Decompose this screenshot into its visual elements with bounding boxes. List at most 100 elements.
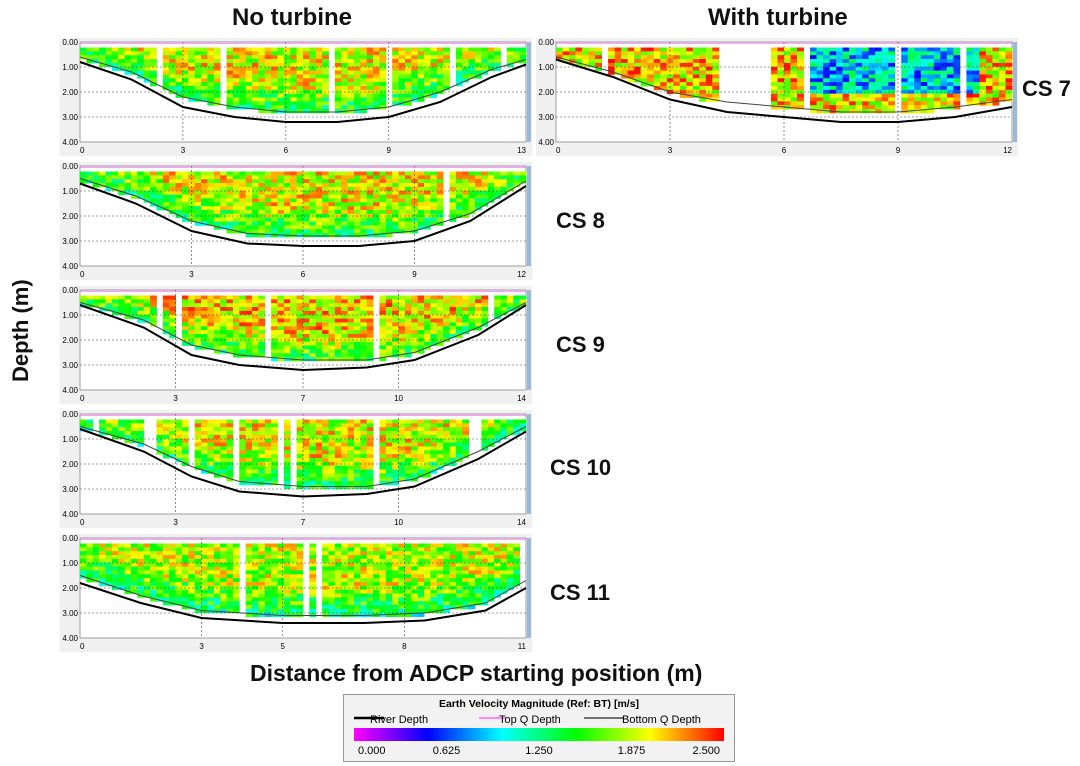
velocity-cell (303, 454, 310, 458)
velocity-cell (258, 218, 265, 222)
velocity-cell (424, 172, 431, 176)
velocity-cell (156, 198, 163, 202)
velocity-cell (348, 299, 355, 303)
velocity-cell (316, 175, 323, 179)
velocity-cell (341, 431, 348, 435)
velocity-cell (966, 51, 973, 55)
velocity-cell (481, 63, 488, 67)
velocity-cell (986, 82, 993, 86)
velocity-cell (207, 567, 214, 571)
velocity-cell (258, 48, 265, 52)
velocity-cell (284, 299, 291, 303)
velocity-cell (392, 63, 399, 67)
velocity-cell (513, 179, 520, 183)
velocity-cell (252, 594, 259, 598)
velocity-cell (297, 609, 304, 613)
velocity-cell (188, 601, 195, 605)
velocity-cell (297, 454, 304, 458)
velocity-cell (150, 172, 157, 176)
velocity-cell (673, 86, 680, 90)
velocity-cell (201, 86, 208, 90)
velocity-cell (462, 59, 469, 63)
velocity-cell (322, 198, 329, 202)
velocity-cell (309, 98, 316, 102)
velocity-cell (481, 431, 488, 435)
velocity-cell (360, 601, 367, 605)
velocity-cell (182, 578, 189, 582)
velocity-cell (214, 597, 221, 601)
velocity-cell (379, 225, 386, 229)
velocity-cell (360, 101, 367, 105)
velocity-cell (195, 431, 202, 435)
velocity-cell (411, 582, 418, 586)
velocity-cell (290, 346, 297, 350)
velocity-cell (176, 547, 183, 551)
velocity-cell (437, 48, 444, 52)
velocity-cell (316, 315, 323, 319)
velocity-cell (188, 71, 195, 75)
velocity-cell (810, 48, 817, 52)
velocity-cell (418, 179, 425, 183)
velocity-cell (862, 78, 869, 82)
velocity-cell (290, 82, 297, 86)
velocity-cell (335, 473, 342, 477)
velocity-cell (252, 330, 259, 334)
velocity-cell (430, 319, 437, 323)
velocity-cell (233, 218, 240, 222)
velocity-cell (450, 187, 457, 191)
velocity-cell (373, 233, 380, 237)
velocity-cell (125, 63, 132, 67)
velocity-cell (360, 175, 367, 179)
velocity-cell (456, 63, 463, 67)
velocity-cell (367, 466, 374, 470)
velocity-cell (411, 431, 418, 435)
velocity-cell (303, 423, 310, 427)
velocity-cell (239, 315, 246, 319)
velocity-cell (297, 63, 304, 67)
velocity-cell (462, 303, 469, 307)
velocity-cell (888, 71, 895, 75)
velocity-cell (699, 78, 706, 82)
velocity-cell (999, 74, 1006, 78)
velocity-cell (214, 191, 221, 195)
velocity-cell (284, 51, 291, 55)
velocity-cell (284, 334, 291, 338)
velocity-cell (386, 450, 393, 454)
velocity-cell (341, 597, 348, 601)
velocity-cell (386, 198, 393, 202)
velocity-cell (430, 307, 437, 311)
velocity-cell (271, 63, 278, 67)
velocity-cell (284, 346, 291, 350)
velocity-cell (699, 59, 706, 63)
velocity-cell (348, 210, 355, 214)
velocity-cell (992, 94, 999, 98)
velocity-cell (328, 342, 335, 346)
velocity-cell (284, 303, 291, 307)
velocity-cell (265, 74, 272, 78)
velocity-cell (322, 342, 329, 346)
velocity-cell (360, 307, 367, 311)
velocity-cell (686, 48, 693, 52)
velocity-cell (379, 319, 386, 323)
velocity-cell (354, 51, 361, 55)
velocity-cell (156, 443, 163, 447)
velocity-cell (163, 435, 170, 439)
velocity-cell (405, 466, 412, 470)
velocity-cell (278, 601, 285, 605)
velocity-cell (341, 191, 348, 195)
velocity-cell (908, 74, 915, 78)
velocity-cell (220, 326, 227, 330)
velocity-cell (520, 296, 527, 300)
velocity-cell (348, 179, 355, 183)
velocity-cell (297, 195, 304, 199)
velocity-cell (156, 183, 163, 187)
velocity-cell (360, 470, 367, 474)
velocity-cell (856, 74, 863, 78)
velocity-cell (411, 590, 418, 594)
velocity-cell (252, 172, 259, 176)
velocity-cell (195, 435, 202, 439)
velocity-cell (220, 427, 227, 431)
velocity-cell (392, 71, 399, 75)
velocity-cell (227, 330, 234, 334)
velocity-cell (201, 210, 208, 214)
